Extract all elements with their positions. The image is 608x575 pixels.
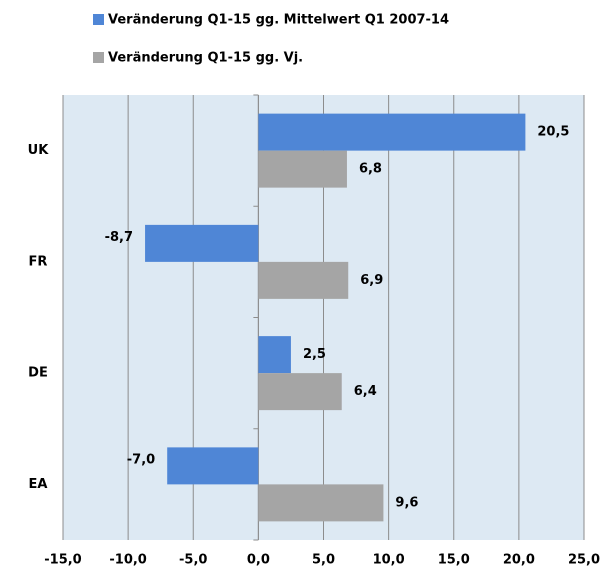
bar [167,447,259,485]
bar [258,113,526,151]
data-label: -7,0 [127,452,155,467]
x-tick-label: 15,0 [438,553,470,568]
legend-label: Veränderung Q1-15 gg. Vj. [108,51,303,66]
y-tick-label: UK [28,143,50,158]
bar [145,224,259,262]
data-label: 6,9 [360,273,383,288]
x-tick-label: -10,0 [109,553,146,568]
data-label: 2,5 [303,347,326,362]
bar [258,336,291,374]
x-tick-label: 10,0 [373,553,405,568]
data-label: -8,7 [105,230,133,245]
bar [258,150,347,188]
x-tick-label: 25,0 [568,553,600,568]
y-tick-label: DE [28,366,48,381]
data-label: 6,8 [359,162,382,177]
bar [258,261,349,299]
data-label: 6,4 [354,384,377,399]
legend-label: Veränderung Q1-15 gg. Mittelwert Q1 2007… [108,13,449,28]
x-tick-label: -15,0 [44,553,81,568]
x-tick-label: -5,0 [179,553,207,568]
legend-swatch [93,14,104,25]
legend-swatch [93,52,104,63]
x-tick-label: 5,0 [312,553,335,568]
x-tick-label: 20,0 [503,553,535,568]
x-tick-label: 0,0 [247,553,270,568]
y-tick-label: FR [29,254,48,269]
bar [258,484,384,522]
data-label: 9,6 [395,495,418,510]
y-tick-label: EA [29,477,48,492]
bar [258,373,342,411]
data-label: 20,5 [537,125,569,140]
